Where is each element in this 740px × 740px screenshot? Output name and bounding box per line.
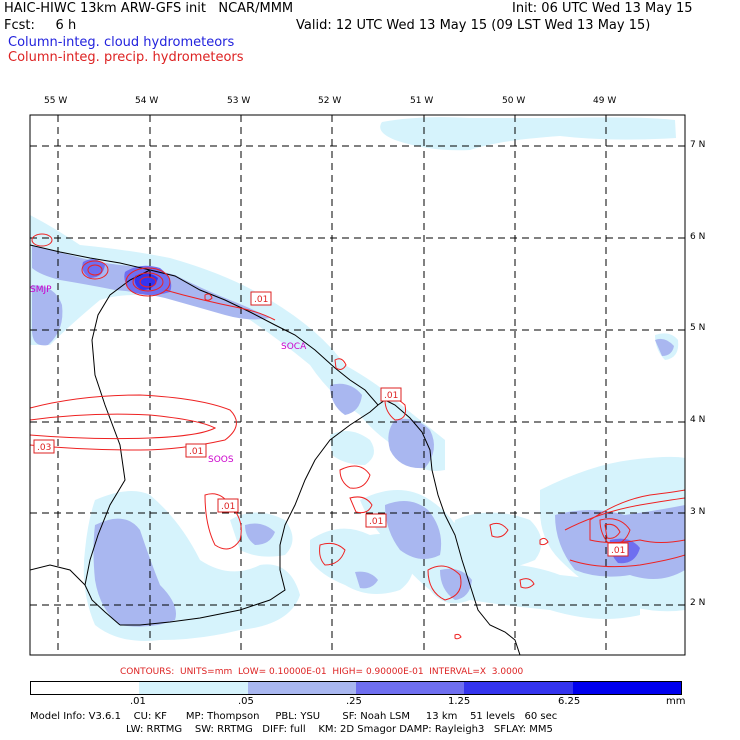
colorbar-segment: [139, 682, 248, 694]
contour-label-group: .01 .01 .03 .01 .01 .01 .01: [33, 291, 629, 557]
lat-label: 5 N: [690, 323, 706, 333]
precip-contours: [30, 233, 685, 640]
lat-label: 2 N: [690, 598, 706, 608]
colorbar-unit: mm: [666, 696, 686, 707]
model-info-line1: Model Info: V3.6.1 CU: KF MP: Thompson P…: [30, 711, 558, 722]
model-info-line2: LW: RRTMG SW: RRTMG DIFF: full KM: 2D Sm…: [126, 724, 553, 735]
colorbar-segment: [572, 682, 681, 694]
lon-label: 53 W: [227, 96, 251, 106]
lon-label: 50 W: [502, 96, 526, 106]
map-border: [29, 114, 686, 656]
lat-label: 6 N: [690, 232, 706, 242]
colorbar-tick: 6.25: [558, 696, 581, 707]
colorbar-tick: 1.25: [448, 696, 471, 707]
contour-info: CONTOURS: UNITS=mm LOW= 0.10000E-01 HIGH…: [120, 667, 524, 677]
lat-label: 3 N: [690, 507, 706, 517]
coastline: [30, 244, 521, 655]
colorbar-segment: [31, 682, 140, 694]
legend-cloud-hydrometeors: Column-integ. cloud hydrometeors: [8, 35, 235, 50]
contour-label: .01: [369, 517, 383, 527]
colorbar-tick: .01: [130, 696, 146, 707]
forecast-hour: Fcst: 6 h: [4, 18, 77, 33]
lat-label: 7 N: [690, 140, 706, 150]
colorbar-segment: [464, 682, 573, 694]
lon-label: 49 W: [593, 96, 617, 106]
lon-label: 52 W: [318, 96, 342, 106]
contour-label: .01: [384, 391, 398, 401]
station-label: SOOS: [208, 455, 234, 465]
lon-label: 55 W: [44, 96, 68, 106]
contour-label: .01: [611, 546, 625, 556]
run-title: HAIC-HIWC 13km ARW-GFS init NCAR/MMM: [4, 1, 294, 16]
contour-label: .03: [37, 443, 51, 453]
contour-label: .01: [254, 295, 268, 305]
colorbar: [30, 681, 682, 695]
contour-label: .01: [221, 502, 235, 512]
colorbar-tick: .05: [238, 696, 254, 707]
contour-label: .01: [189, 447, 203, 457]
init-time: Init: 06 UTC Wed 13 May 15: [512, 1, 693, 16]
lat-label: 4 N: [690, 415, 706, 425]
colorbar-segment: [247, 682, 356, 694]
lon-label: 54 W: [135, 96, 159, 106]
legend-precip-hydrometeors: Column-integ. precip. hydrometeors: [8, 50, 244, 65]
station-markers: SMJP SOCA SOOS: [30, 285, 307, 465]
valid-time: Valid: 12 UTC Wed 13 May 15 (09 LST Wed …: [296, 18, 651, 33]
station-label: SMJP: [30, 285, 52, 295]
station-label: SOCA: [281, 342, 307, 352]
lat-lon-grid: [30, 115, 685, 655]
lon-label: 51 W: [410, 96, 434, 106]
colorbar-segment: [355, 682, 465, 694]
colorbar-tick: .25: [346, 696, 362, 707]
